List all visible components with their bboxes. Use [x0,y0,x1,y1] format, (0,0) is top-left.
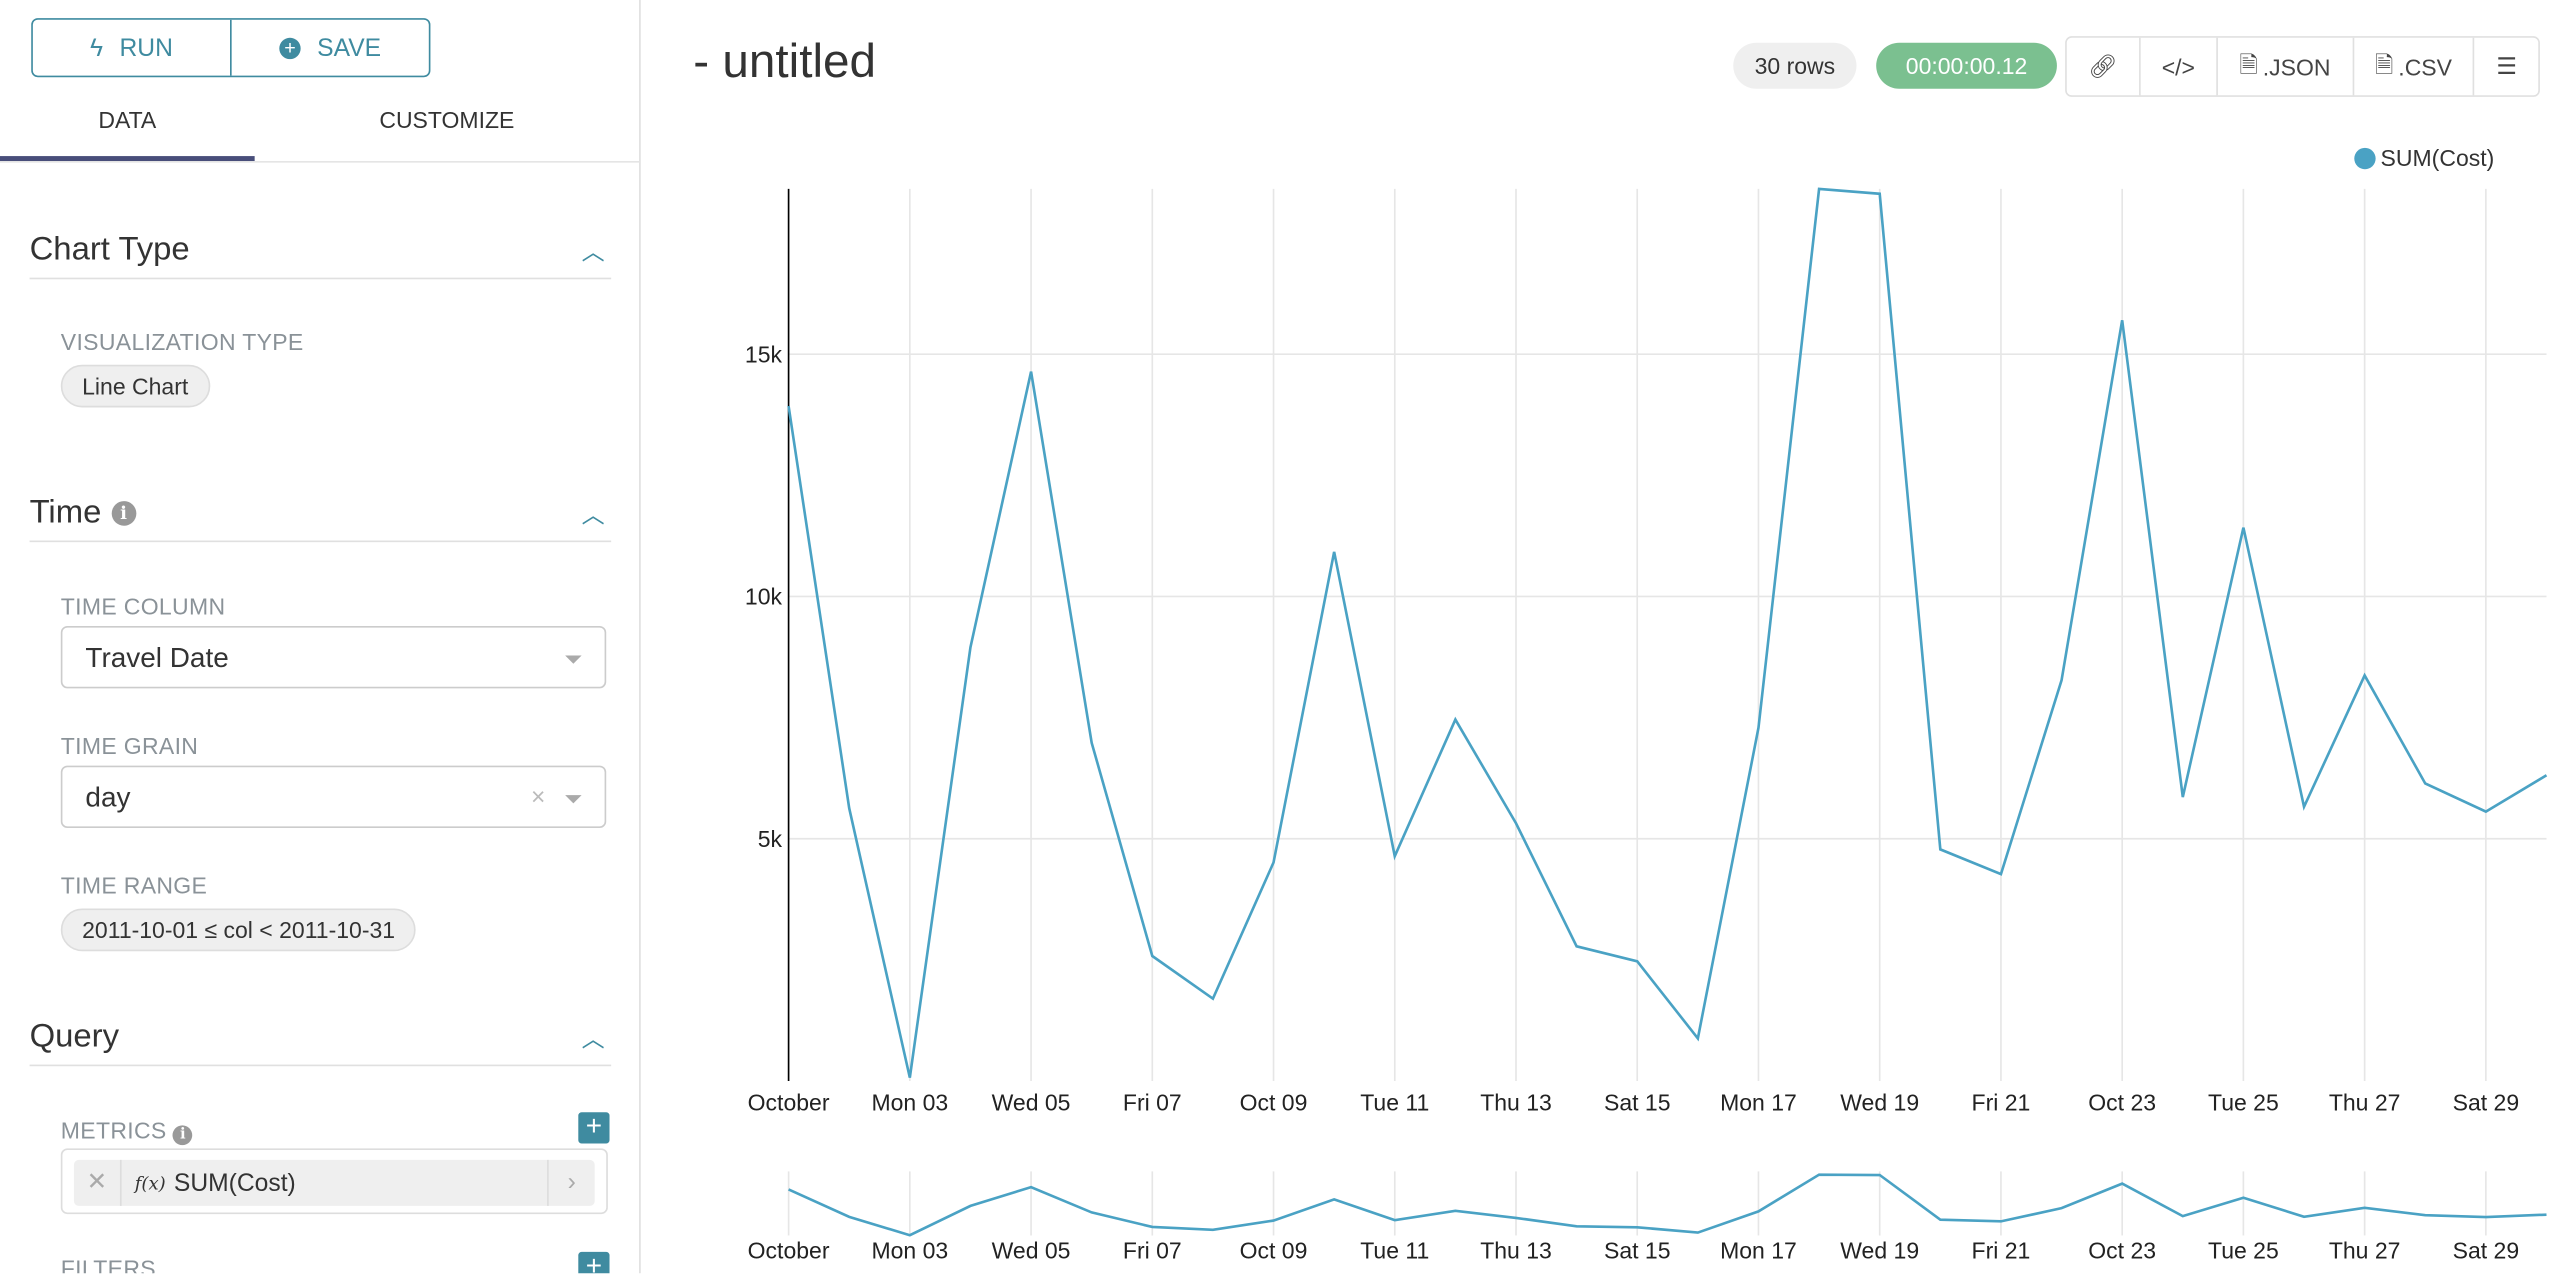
section-query[interactable]: Query ︿ [29,1009,612,1067]
legend-dot-icon [2354,147,2376,169]
file-text-icon: 🗎 [2374,50,2394,77]
time-column-select[interactable]: Travel Date [60,625,607,689]
bolt-icon: ϟ [89,33,104,62]
viz-type-pill[interactable]: Line Chart [60,364,210,408]
run-button[interactable]: ϟ RUN [33,20,230,76]
run-label: RUN [119,33,173,62]
metrics-label: METRICS i [60,1117,193,1146]
metrics-input[interactable]: ✕ f(x) SUM(Cost) › [60,1148,608,1215]
selected-value: day [85,782,131,814]
section-time[interactable]: Time i ︿ [29,485,612,543]
time-column-label: TIME COLUMN [60,593,226,620]
control-panel: ϟ RUN + SAVE DATA CUSTOMIZE Chart Type ︿ VI… [0,0,641,1274]
time-grain-select[interactable]: day × [60,765,607,829]
hamburger-icon: ☰ [2496,52,2517,79]
time-grain-label: TIME GRAIN [60,732,199,760]
row-count-badge: 30 rows [1733,42,1857,89]
chevron-up-icon[interactable]: ︿ [581,501,605,528]
link-button[interactable]: 🔗︎ [2067,38,2139,96]
section-title: Chart Type [29,230,190,267]
legend-item[interactable]: SUM(Cost) [2354,145,2494,171]
csv-label: .CSV [2398,53,2453,80]
chart-panel: - untitled 30 rows 00:00:00.12 🔗︎ </> 🗎.… [641,0,2576,1273]
file-code-icon: 🗎 [2239,50,2258,77]
add-metric-button[interactable]: + [578,1111,610,1144]
json-button[interactable]: 🗎 .JSON [2216,37,2352,96]
export-toolbar: 🔗︎ </> 🗎 .JSON 🗎 .CSV ☰ [2065,36,2541,97]
legend-label: SUM(Cost) [2380,144,2495,171]
info-icon[interactable]: i [173,1125,193,1146]
caret-down-icon [565,795,582,811]
json-label: .JSON [2262,53,2331,80]
viz-type-label: VISUALIZATION TYPE [60,328,304,355]
timer-badge: 00:00:00.12 [1876,42,2057,89]
remove-icon[interactable]: ✕ [74,1159,122,1206]
caret-down-icon [565,655,582,672]
function-icon: f(x) [134,1172,166,1194]
metric-chip[interactable]: ✕ f(x) SUM(Cost) › [73,1159,595,1206]
csv-button[interactable]: 🗎 .CSV [2351,37,2473,96]
run-save-group: ϟ RUN + SAVE [31,18,431,78]
metric-label: SUM(Cost) [173,1168,296,1197]
add-filter-button[interactable]: + [578,1251,610,1274]
section-title: Time [29,493,102,530]
section-title: Query [29,1017,120,1054]
plus-circle-icon: + [279,36,301,59]
selected-value: Travel Date [85,642,229,674]
embed-button[interactable]: </> [2138,37,2217,96]
page-title[interactable]: - untitled [693,36,877,89]
chevron-right-icon[interactable]: › [547,1159,595,1206]
tab-data[interactable]: DATA [0,90,255,162]
time-range-label: TIME RANGE [60,872,208,899]
save-button[interactable]: + SAVE [230,19,429,76]
save-label: SAVE [317,33,382,62]
filters-label: FILTERS [60,1255,156,1274]
menu-button[interactable]: ☰ [2473,37,2538,96]
chevron-up-icon[interactable]: ︿ [581,1025,605,1052]
chevron-up-icon[interactable]: ︿ [581,238,605,265]
section-chart-type[interactable]: Chart Type ︿ [29,222,612,280]
clear-icon[interactable]: × [531,783,546,812]
link-icon: 🔗︎ [2088,52,2118,79]
tabs: DATA CUSTOMIZE [0,90,640,163]
info-icon[interactable]: i [111,500,136,525]
tab-customize[interactable]: CUSTOMIZE [379,106,515,134]
metrics-label-text: METRICS [60,1117,167,1144]
code-icon: </> [2161,53,2195,80]
time-range-pill[interactable]: 2011-10-01 ≤ col < 2011-10-31 [60,908,417,952]
